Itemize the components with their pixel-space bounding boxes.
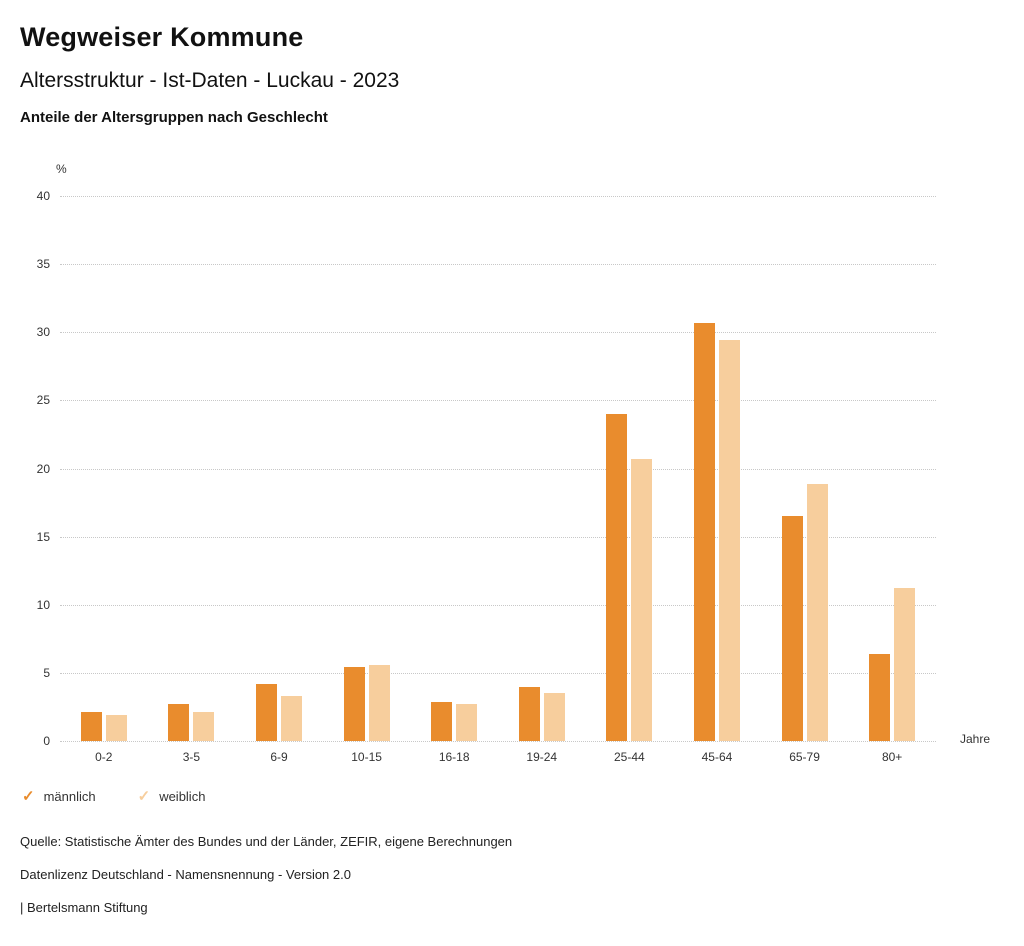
gridline (60, 536, 936, 538)
bar-pair (431, 701, 478, 741)
gridline (60, 468, 936, 470)
bar-männlich (869, 653, 891, 741)
bar-group: 3-5 (148, 196, 236, 764)
bar-group: 80+ (848, 196, 936, 764)
bar-pair (606, 414, 653, 741)
legend-item-männlich[interactable]: ✓ männlich (22, 789, 96, 804)
gridline (60, 672, 936, 674)
page-title: Wegweiser Kommune (20, 22, 304, 52)
gridline (60, 400, 936, 402)
x-tick-label: 3-5 (182, 750, 201, 764)
bar-pair (869, 588, 916, 741)
license-text: Datenlizenz Deutschland - Namensnennung … (20, 867, 351, 882)
bar-group: 10-15 (323, 196, 411, 764)
gridline (60, 604, 936, 606)
bar-weiblich (193, 712, 215, 741)
bar-männlich (168, 704, 190, 741)
bar-männlich (431, 701, 453, 741)
bar-weiblich (806, 483, 828, 741)
checkmark-icon: ✓ (137, 788, 151, 805)
bar-weiblich (280, 696, 302, 741)
bar-pair (343, 664, 390, 741)
bar-weiblich (631, 458, 653, 741)
bar-group: 6-9 (235, 196, 323, 764)
y-tick-label: 15 (36, 529, 50, 544)
x-tick-label: 25-44 (614, 750, 645, 764)
legend: ✓ männlich ✓ weiblich (22, 789, 1004, 804)
x-tick-label: 65-79 (789, 750, 820, 764)
bar-weiblich (894, 588, 916, 741)
bar-pair (781, 483, 828, 741)
bar-weiblich (456, 704, 478, 741)
plot-wrap: 0 5 10 15 20 25 30 35 40 0-2 3-5 6-9 10-15 16-18 19-2… (20, 189, 1004, 764)
bar-chart: % 0 5 10 15 20 25 30 35 40 0-2 3-5 6-9 10-15 16-18 19… (20, 162, 1004, 804)
bar-pair (518, 686, 565, 741)
bar-männlich (606, 414, 628, 741)
y-tick-label: 25 (36, 393, 50, 408)
bar-group: 25-44 (586, 196, 674, 764)
x-tick-label: 16-18 (438, 750, 470, 764)
bar-männlich (693, 322, 715, 741)
bar-männlich (343, 667, 365, 741)
footer: Quelle: Statistische Ämter des Bundes un… (20, 834, 1004, 915)
y-axis: 0 5 10 15 20 25 30 35 40 (20, 189, 54, 748)
bar-pair (693, 322, 740, 741)
bar-männlich (781, 516, 803, 741)
bar-weiblich (368, 664, 390, 741)
legend-label: weiblich (159, 789, 206, 804)
legend-item-weiblich[interactable]: ✓ weiblich (138, 789, 206, 804)
x-tick-label: 10-15 (351, 750, 382, 764)
bar-männlich (80, 712, 102, 741)
page-subtitle: Altersstruktur - Ist-Daten - Luckau - 20… (20, 69, 400, 92)
bar-groups: 0-2 3-5 6-9 10-15 16-18 19-24 25-44 45-64 65-79 8… (60, 196, 936, 764)
header: Wegweiser Kommune Altersstruktur - Ist-D… (20, 22, 1004, 126)
x-tick-label: 45-64 (701, 750, 733, 764)
bar-group: 19-24 (498, 196, 586, 764)
gridline (60, 196, 936, 197)
bar-weiblich (105, 715, 127, 741)
gridline (60, 741, 936, 742)
plot-area: 0-2 3-5 6-9 10-15 16-18 19-24 25-44 45-64 65-79 8… (60, 196, 936, 764)
checkmark-icon: ✓ (22, 788, 35, 805)
y-tick-label: 30 (36, 325, 50, 340)
attribution-text: | Bertelsmann Stiftung (20, 900, 148, 915)
gridline (60, 332, 936, 334)
x-tick-label: 0-2 (95, 750, 113, 764)
y-tick-label: 10 (36, 597, 50, 612)
chart-heading: Anteile der Altersgruppen nach Geschlech… (20, 109, 328, 126)
x-axis-unit-label: Jahre (959, 732, 990, 746)
x-tick-label: 80+ (881, 750, 903, 764)
bar-männlich (518, 686, 540, 741)
bar-group: 45-64 (673, 196, 761, 764)
bar-weiblich (543, 693, 565, 741)
bar-group: 0-2 (60, 196, 148, 764)
source-text: Quelle: Statistische Ämter des Bundes un… (20, 834, 513, 849)
x-tick-label: 6-9 (270, 750, 288, 764)
y-tick-label: 40 (36, 189, 50, 203)
x-tick-label: 19-24 (526, 750, 558, 764)
bar-pair (255, 683, 302, 741)
gridline (60, 264, 936, 266)
y-tick-label: 35 (36, 257, 50, 272)
y-tick-label: 5 (43, 665, 50, 680)
bar-group: 16-18 (410, 196, 498, 764)
bar-group: 65-79 (761, 196, 849, 764)
bar-pair (168, 704, 215, 741)
y-tick-label: 20 (36, 461, 50, 476)
bar-weiblich (718, 340, 740, 741)
bar-männlich (255, 683, 277, 741)
y-tick-label: 0 (43, 734, 50, 748)
legend-label: männlich (43, 789, 96, 804)
bar-pair (80, 712, 127, 741)
y-axis-unit-label: % (56, 162, 67, 176)
